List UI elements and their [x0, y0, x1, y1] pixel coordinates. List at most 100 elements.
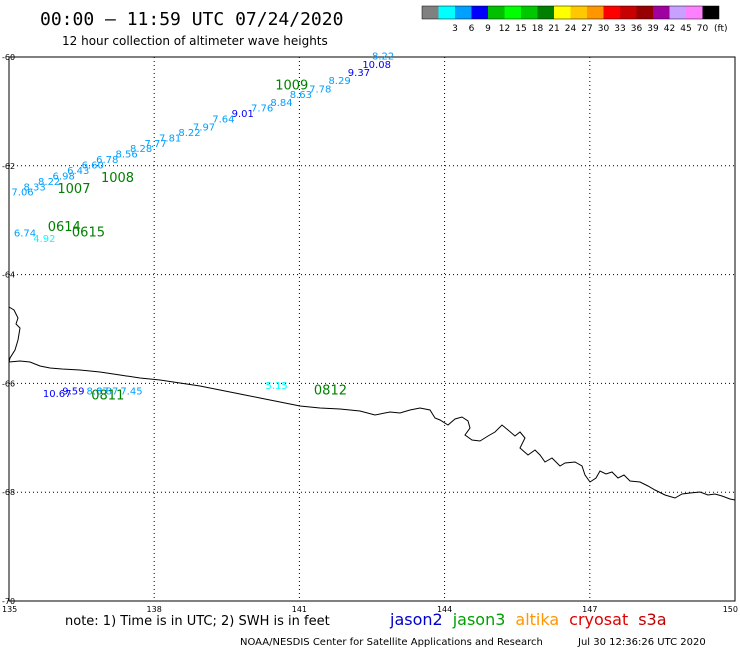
scale-tick-label: 27: [581, 24, 592, 34]
scale-swatch: [422, 6, 439, 19]
time-label: 1007: [57, 182, 90, 197]
wave-height-value: 7.45: [120, 386, 142, 397]
scale-unit-label: (ft): [714, 24, 728, 34]
scale-swatch: [471, 6, 488, 19]
scale-tick-label: 3: [452, 24, 458, 34]
scale-tick-label: 45: [680, 24, 691, 34]
wave-height-value: 8.29: [328, 76, 350, 87]
scale-tick-label: 18: [532, 24, 544, 34]
wave-height-color-scale: 3 6 9 12 15 18 21 24 27 30 33 36 39 42 45 70: [421, 5, 720, 34]
scale-swatch: [521, 6, 538, 19]
wave-height-value: 8.22: [178, 128, 200, 139]
wave-height-value: 7.78: [309, 84, 331, 95]
wave-height-value: 6.78: [96, 155, 118, 166]
satellite-legend-item: s3a: [638, 610, 666, 629]
scale-swatch: [504, 6, 521, 19]
scale-tick-label: 42: [664, 24, 675, 34]
wave-height-value: 9.59: [62, 386, 84, 397]
wave-height-value: 6.74: [14, 229, 36, 240]
wave-height-value: 9.01: [232, 109, 254, 120]
latitude-labels: -60 -62 -64 -66 -68 -70: [2, 53, 15, 606]
wave-height-value: 6.43: [67, 166, 89, 177]
scale-swatch: [686, 6, 703, 19]
time-label: 0614: [48, 220, 81, 235]
map-frame: [8, 56, 736, 602]
wave-height-value: 8.22: [372, 52, 394, 63]
lon-label: 147: [582, 605, 597, 614]
wave-height-value: 8.22: [38, 177, 60, 188]
lon-label: 138: [147, 605, 162, 614]
lat-label: -70: [2, 597, 15, 606]
wave-height-value: 8.28: [130, 144, 152, 155]
scale-swatch: [537, 6, 554, 19]
wave-height-value: 8.33: [24, 182, 46, 193]
wave-height-value: 8.84: [270, 98, 292, 109]
satellite-legend: jason2 jason3 altika cryosat s3a: [389, 610, 667, 629]
time-label: 0615: [72, 226, 105, 241]
satellite-legend-item: jason3: [452, 610, 506, 629]
scale-tick-label: 70: [697, 24, 709, 34]
page-title: 00:00 – 11:59 UTC 07/24/2020: [40, 9, 343, 30]
wave-height-value: 7.06: [11, 188, 33, 199]
lat-label: -66: [2, 379, 15, 388]
wave-height-value: 8.87: [96, 386, 118, 397]
scale-swatch: [636, 6, 653, 19]
scale-swatch: [620, 6, 637, 19]
footer-timestamp: Jul 30 12:36:26 UTC 2020: [577, 637, 706, 648]
lat-label: -68: [2, 488, 15, 497]
scale-swatch: [653, 6, 670, 19]
scale-swatch: [570, 6, 587, 19]
time-label: 0812: [314, 383, 347, 398]
scale-swatch: [554, 6, 571, 19]
lon-label: 135: [2, 605, 17, 614]
time-label: 1009: [275, 79, 308, 94]
wave-height-value: 8.63: [290, 90, 312, 101]
satellite-legend-item: cryosat: [569, 610, 628, 629]
wave-height-value: 7.77: [145, 139, 167, 150]
wave-height-value: 7.76: [251, 103, 273, 114]
page-subtitle: 12 hour collection of altimeter wave hei…: [62, 34, 328, 48]
scale-tick-label: 12: [499, 24, 510, 34]
footer-credit: NOAA/NESDIS Center for Satellite Applica…: [240, 637, 543, 648]
wave-height-value: 6.60: [82, 161, 104, 172]
scale-swatch: [603, 6, 620, 19]
lon-label: 141: [292, 605, 307, 614]
footer-note: note: 1) Time is in UTC; 2) SWH is in fe…: [65, 614, 330, 629]
wave-height-value: 9.37: [348, 68, 370, 79]
time-label: 0811: [91, 389, 124, 404]
wave-height-value: 10.08: [362, 60, 391, 71]
lat-label: -64: [2, 271, 15, 280]
antarctic-coastline: [8, 306, 736, 501]
wave-height-value: 10.67: [43, 389, 72, 400]
scale-swatch: [702, 6, 719, 19]
scale-tick-label: 33: [614, 24, 625, 34]
scale-tick-label: 9: [485, 24, 491, 34]
wave-height-value: 7.97: [193, 122, 215, 133]
scale-tick-label: 36: [631, 24, 643, 34]
time-label: 1008: [101, 171, 134, 186]
scale-tick-label: 30: [598, 24, 610, 34]
wave-height-value: 8.67: [86, 386, 108, 397]
wave-height-labels: 8.2210.089.378.297.788.638.847.769.017.6…: [11, 52, 394, 400]
map-gridlines: [9, 57, 735, 601]
scale-tick-label: 39: [647, 24, 659, 34]
satellite-legend-item: jason2: [389, 610, 443, 629]
satellite-legend-item: altika: [515, 610, 559, 629]
scale-swatch: [587, 6, 604, 19]
wave-height-value: 4.92: [33, 234, 55, 245]
wave-height-value: 7.81: [159, 133, 181, 144]
wave-height-value: 6.98: [53, 171, 75, 182]
scale-swatch: [438, 6, 455, 19]
scale-swatch: [488, 6, 505, 19]
scale-tick-label: 15: [515, 24, 526, 34]
scale-swatch: [669, 6, 686, 19]
lon-label: 150: [723, 605, 738, 614]
wave-height-value: 7.64: [212, 114, 234, 125]
lat-label: -60: [2, 53, 15, 62]
longitude-labels: 135 138 141 144 147 150: [2, 605, 738, 614]
wave-height-value: 5.15: [266, 381, 288, 392]
scale-tick-label: 24: [565, 24, 577, 34]
lon-label: 144: [437, 605, 452, 614]
